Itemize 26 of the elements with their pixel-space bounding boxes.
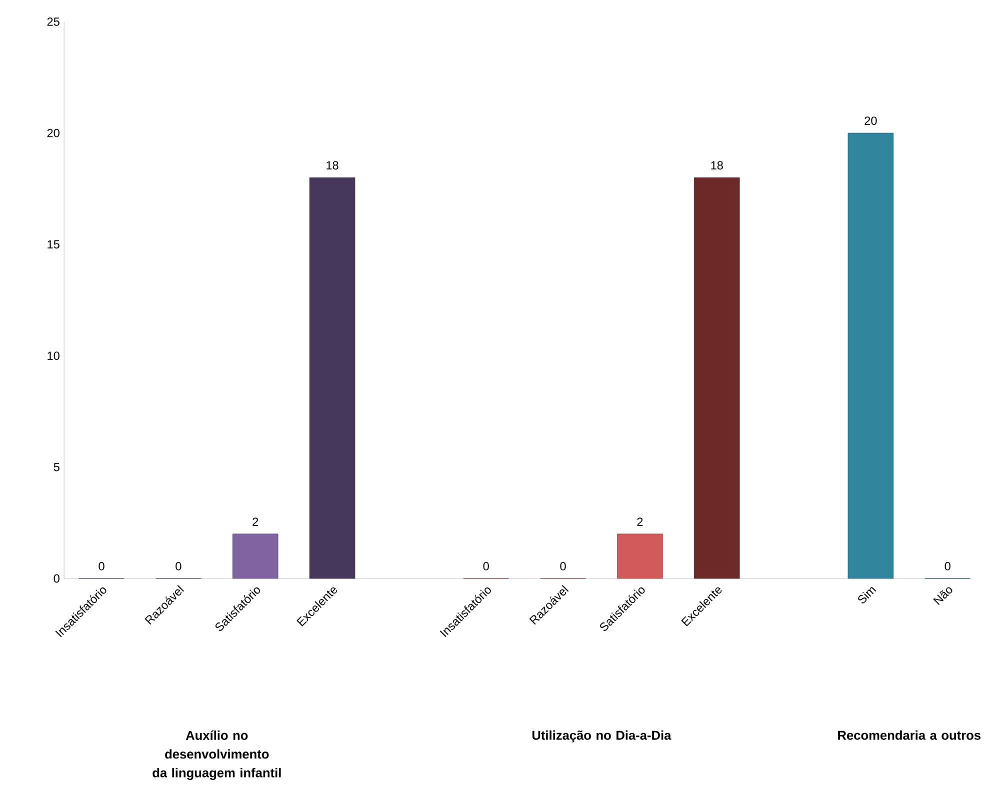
y-tick-label: 0 [54, 574, 60, 583]
bar [309, 177, 356, 579]
bar [617, 534, 663, 579]
data-label: 20 [864, 116, 877, 125]
data-label: 0 [483, 562, 489, 570]
y-tick-label: 25 [47, 17, 60, 26]
data-label: 0 [176, 562, 182, 570]
data-label: 0 [560, 562, 566, 570]
bar [848, 132, 894, 579]
data-label: 2 [637, 518, 643, 526]
data-label: 2 [252, 518, 258, 526]
data-label: 0 [98, 562, 104, 570]
text: Utilização no Dia-a-Dia [532, 730, 672, 742]
data-label: 18 [326, 161, 338, 170]
bar [694, 177, 740, 579]
x-tick-label: Sim [858, 587, 876, 604]
data-label: 0 [944, 562, 950, 570]
y-tick-label: 15 [48, 240, 60, 248]
data-label: 18 [711, 161, 723, 170]
y-tick-label: 20 [47, 128, 60, 138]
bar [232, 534, 278, 579]
y-tick-label: 10 [48, 352, 60, 360]
text: Auxílio no desenvolvimento da linguagem infantil [152, 730, 281, 780]
text: Recomendaria a outros [838, 730, 981, 740]
y-tick-label: 5 [54, 462, 60, 472]
x-tick-label: Não [933, 587, 952, 605]
